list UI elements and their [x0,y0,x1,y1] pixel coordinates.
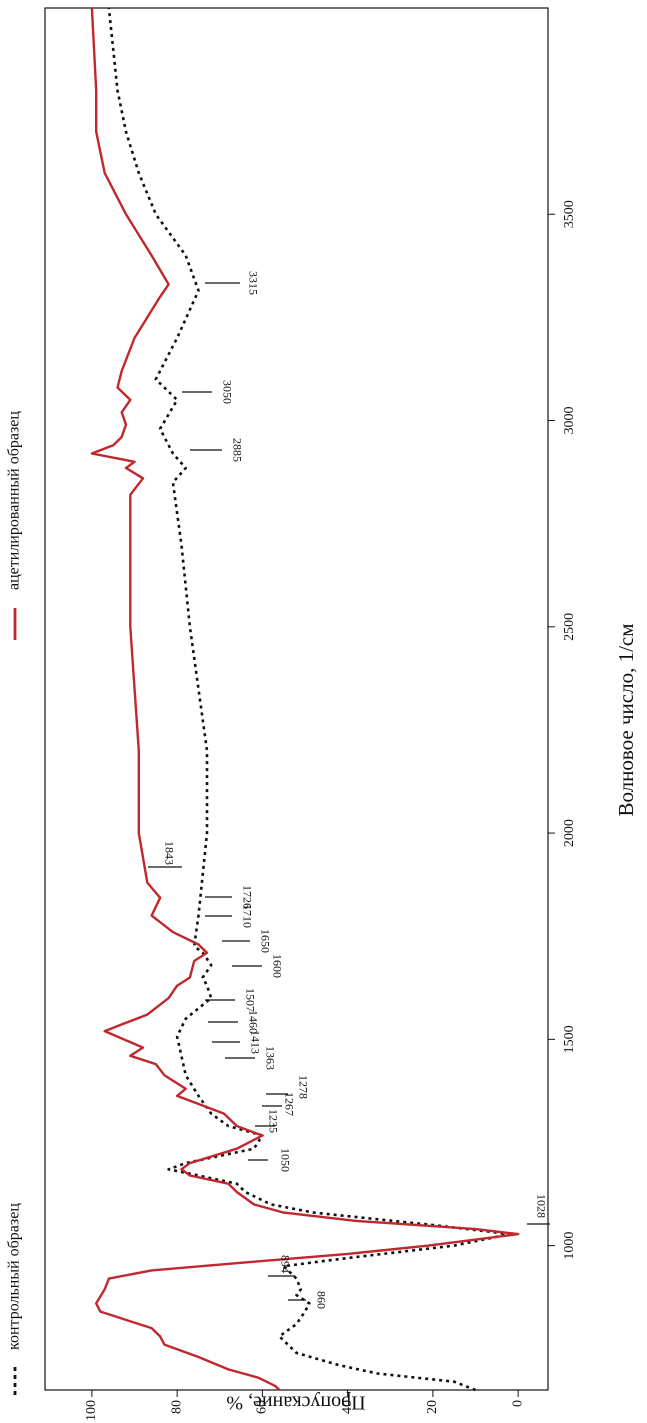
annotation-label: 1278 [296,1075,310,1099]
y-tick-label: 100 [84,1400,99,1421]
annotation-label: 1726 [240,885,254,909]
legend-label: ацетилированный образец [6,411,23,590]
x-axis-label: Волновое число, 1/см [614,623,638,816]
x-tick-label: 1500 [562,1025,577,1053]
y-tick-label: 20 [425,1400,440,1414]
annotation-label: 894 [278,1255,292,1273]
annotation-label: 1600 [270,954,284,978]
x-tick-label: 2000 [562,819,577,847]
annotation-label: 1650 [258,929,272,953]
annotation-label: 1413 [248,1030,262,1054]
annotation-label: 1235 [266,1109,280,1133]
x-tick-label: 1000 [562,1232,577,1260]
annotation-label: 3315 [246,271,260,295]
annotation-label: 1507 [243,988,257,1012]
spectrum-line [107,7,511,1392]
annotation-label: 1028 [534,1194,548,1218]
annotation-label: 1267 [282,1092,296,1116]
annotation-label: 1710 [240,904,254,928]
spectrum-line [90,7,520,1391]
y-tick-label: 0 [510,1400,525,1407]
annotation-label: 1363 [263,1046,277,1070]
y-tick-label: 60 [255,1400,270,1414]
x-tick-label: 2500 [562,613,577,641]
x-tick-label: 3500 [562,200,577,228]
annotation-label: 1843 [162,841,176,865]
y-tick-label: 80 [169,1400,184,1414]
annotation-label: 1460 [246,1010,260,1034]
rotated-chart: Волновое число, 1/см Пропускание, % 1000… [6,7,638,1421]
annotation-label: 1050 [278,1148,292,1172]
annotation-label: 3050 [220,380,234,404]
x-tick-label: 3000 [562,407,577,435]
annotation-label: 2885 [230,438,244,462]
legend-label: контрольный образец [6,1203,23,1350]
plot-frame [44,7,549,1391]
y-axis-label: Пропускание, % [226,1391,365,1413]
y-tick-label: 40 [340,1400,355,1414]
annotation-label: 860 [314,1291,328,1309]
